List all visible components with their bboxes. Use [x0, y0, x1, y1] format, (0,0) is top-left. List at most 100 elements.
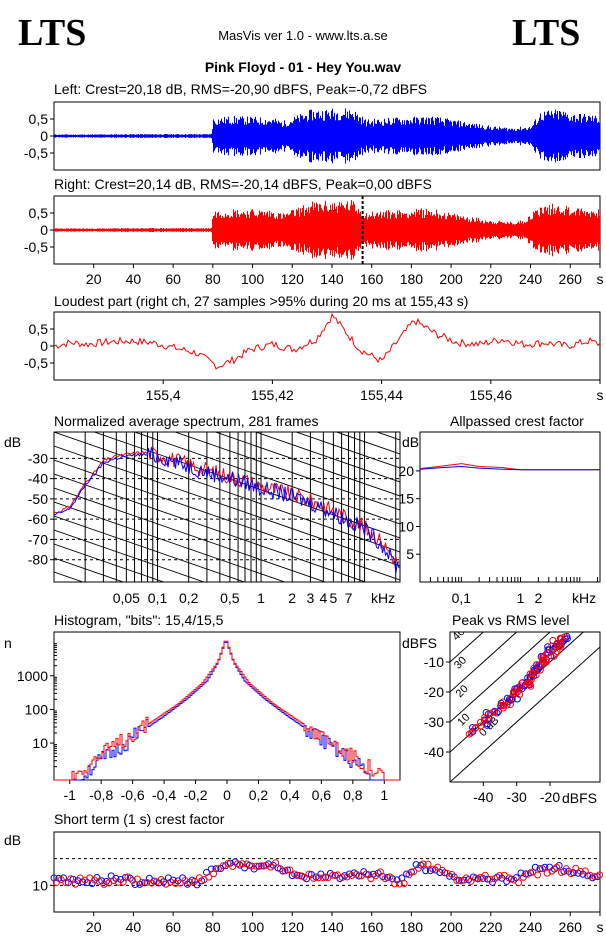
short-term-crest-xtick-label: 140	[320, 919, 344, 935]
short-term-crest-xtick-label: 200	[439, 919, 463, 935]
left-waveform-title: Left: Crest=20,18 dB, RMS=-20,90 dBFS, P…	[54, 81, 427, 97]
histogram-title: Histogram, "bits": 15,4/15,5	[54, 612, 224, 628]
short-term-crest-point	[376, 868, 384, 876]
peak-vs-rms-point	[542, 658, 550, 666]
short-term-crest-point	[193, 881, 201, 889]
spectrum-slope-line	[335, 432, 400, 455]
right-waveform-ytick-label: 0	[40, 222, 48, 238]
short-term-crest-point	[114, 878, 122, 886]
allpassed-crest-series-1	[419, 465, 600, 471]
short-term-crest-point	[88, 880, 96, 888]
left-waveform-ytick-label: 0,5	[29, 111, 49, 127]
allpassed-crest-frame	[419, 431, 601, 583]
spectrum-slope-line	[54, 445, 400, 567]
peak-vs-rms-point	[500, 701, 508, 709]
short-term-crest-point	[453, 876, 461, 884]
short-term-crest-point	[253, 862, 261, 870]
peak-vs-rms-point	[517, 682, 525, 690]
histogram-xtick-label: 0,6	[312, 787, 332, 803]
peak-vs-rms-point	[526, 670, 534, 678]
right-waveform-xtick-label: 240	[519, 271, 543, 287]
short-term-crest-point	[148, 879, 156, 887]
short-term-crest-xtick-label: 180	[400, 919, 424, 935]
right-waveform-xtick-label: 180	[400, 271, 424, 287]
allpassed-crest-xtick-label: 2	[534, 590, 542, 606]
allpassed-ylabel: dB	[402, 434, 419, 450]
peak-vs-rms-point	[529, 670, 537, 678]
peak-vs-rms-point	[499, 698, 507, 706]
spectrum-slope-line	[54, 557, 125, 582]
loudest-part-series	[53, 312, 601, 370]
histogram-ylabel: n	[4, 635, 12, 651]
short-term-crest-point	[248, 862, 256, 870]
allpassed-crest-title: Allpassed crest factor	[450, 413, 584, 429]
peak-rms-title: Peak vs RMS level	[452, 612, 569, 628]
crest-line	[450, 632, 485, 663]
histogram-series-1	[54, 640, 400, 781]
right-waveform-xtick-label: 80	[205, 271, 221, 287]
histogram-series-0	[54, 641, 400, 781]
short-term-crest-point	[486, 875, 494, 883]
short-term-crest-point	[522, 870, 530, 878]
short-term-crest-point	[210, 870, 218, 878]
short-term-crest-point	[174, 877, 182, 885]
short-term-crest-point	[386, 873, 394, 881]
short-term-crest-point	[262, 861, 270, 869]
peak-rms-xlabel: dBFS	[562, 790, 597, 806]
peak-vs-rms-point	[557, 634, 565, 642]
short-term-crest-point	[110, 877, 118, 885]
histogram-xtick-label: 0,4	[280, 787, 300, 803]
short-term-crest-title: Short term (1 s) crest factor	[54, 811, 225, 827]
short-term-crest-xtick-label: 60	[165, 919, 181, 935]
spectrum-slope-line	[54, 529, 206, 582]
spectrum-xtick-label: 4	[319, 590, 327, 606]
spectrum-grid	[54, 432, 400, 582]
short-term-crest-point	[448, 870, 456, 878]
short-term-crest-point	[405, 871, 413, 879]
right-waveform-ytick-label: 0,5	[29, 205, 49, 221]
short-term-crest-point	[112, 874, 120, 882]
short-term-crest-point	[243, 860, 251, 868]
loudest-part-xtick-label: 155,44	[360, 387, 403, 403]
short-term-crest-point	[300, 873, 308, 881]
short-term-crest-point	[400, 879, 408, 887]
short-term-crest-point	[567, 870, 575, 878]
spectrum-xtick-label: 0,05	[113, 590, 140, 606]
crest-line	[450, 632, 551, 723]
peak-vs-rms-point	[552, 649, 560, 657]
histogram-xtick-label: -1	[64, 787, 77, 803]
short-term-crest-point	[279, 867, 287, 875]
short-term-crest-point	[71, 880, 79, 888]
short-term-crest-xtick-label: 240	[519, 919, 543, 935]
short-term-crest-point	[419, 860, 427, 868]
short-term-crest-point	[586, 871, 594, 879]
short-term-crest-point	[100, 880, 108, 888]
short-term-crest-point	[577, 867, 585, 875]
peak-vs-rms-point	[526, 678, 534, 686]
short-term-crest-xtick-label: 120	[281, 919, 305, 935]
short-term-crest-point	[491, 875, 499, 883]
short-term-crest-point	[462, 874, 470, 882]
short-term-crest-point	[412, 861, 420, 869]
allpassed-crest-series-0	[419, 463, 600, 471]
peak-vs-rms-point	[539, 657, 547, 665]
histogram-ytick-label: 10	[32, 735, 48, 751]
short-term-crest-point	[238, 860, 246, 868]
allpassed-xlabel: kHz	[572, 590, 596, 606]
short-term-crest-point	[536, 865, 544, 873]
allpassed-crest-xtick-label: 1	[517, 590, 525, 606]
short-term-crest-point	[64, 879, 72, 887]
peak-vs-rms-point	[513, 688, 521, 696]
short-term-crest-xtick-label: 260	[559, 919, 583, 935]
short-term-crest-xtick-label: 220	[479, 919, 503, 935]
peak-vs-rms-point	[549, 636, 557, 644]
peak-vs-rms-point	[556, 639, 564, 647]
peak-vs-rms-point	[534, 662, 542, 670]
histogram-xtick-label: -0,6	[121, 787, 145, 803]
spectrum-slope-line	[54, 473, 367, 582]
short-term-crest-point	[138, 878, 146, 886]
loudest-part-ytick-label: 0,5	[29, 321, 49, 337]
peak-vs-rms-point	[472, 723, 480, 731]
spectrum-ylabel: dB	[4, 434, 21, 450]
